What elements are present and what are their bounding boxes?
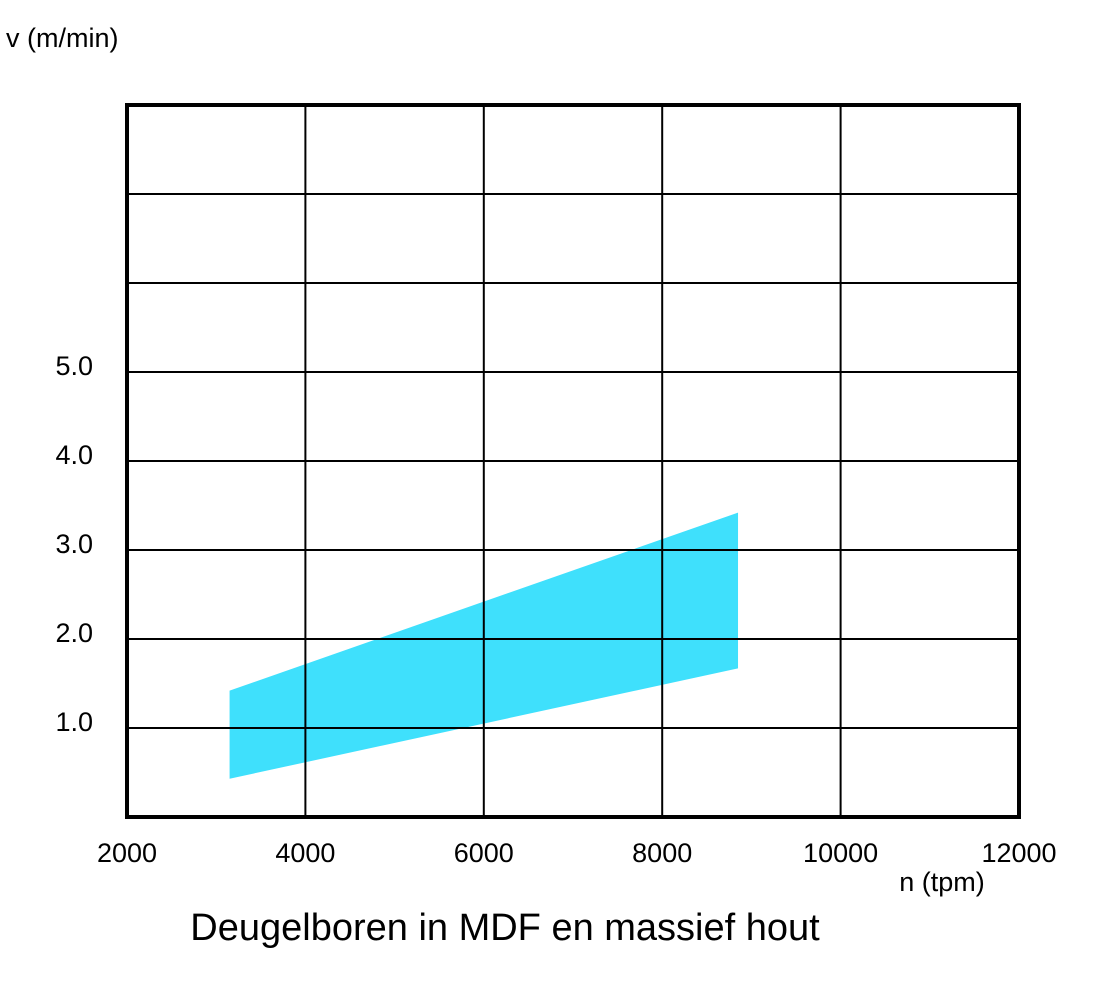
- x-axis-label: n (tpm): [899, 867, 985, 897]
- plot-frame: [125, 103, 1021, 819]
- y-axis-label: v (m/min): [6, 23, 118, 53]
- x-tick-label: 4000: [275, 838, 335, 868]
- x-tick-label: 2000: [97, 838, 157, 868]
- x-tick-label: 10000: [803, 838, 878, 868]
- y-tick-label: 5.0: [55, 351, 93, 381]
- x-tick-label: 8000: [632, 838, 692, 868]
- y-tick-label: 4.0: [55, 440, 93, 470]
- x-tick-label: 12000: [981, 838, 1056, 868]
- y-tick-label: 2.0: [55, 618, 93, 648]
- y-tick-label: 1.0: [55, 707, 93, 737]
- y-tick-label: 3.0: [55, 529, 93, 559]
- chart-title: Deugelboren in MDF en massief hout: [190, 907, 820, 949]
- x-tick-label: 6000: [454, 838, 514, 868]
